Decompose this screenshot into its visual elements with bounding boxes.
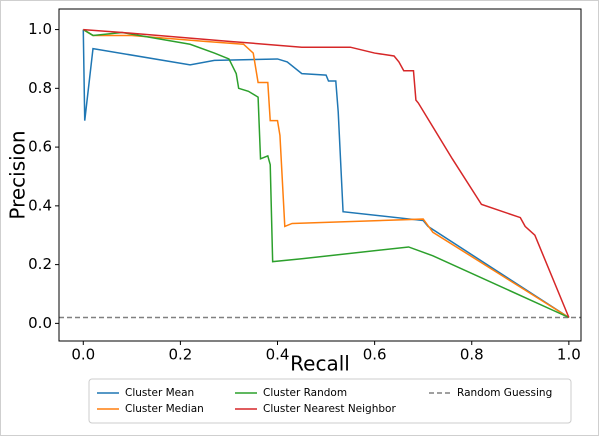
y-tick-label: 1.0 bbox=[28, 20, 52, 38]
y-tick-label: 0.2 bbox=[28, 255, 52, 273]
series-line bbox=[82, 28, 570, 319]
legend-box bbox=[88, 378, 572, 424]
legend-label: Cluster Nearest Neighbor bbox=[263, 403, 396, 415]
legend-label: Random Guessing bbox=[457, 387, 552, 399]
legend-label: Cluster Median bbox=[125, 403, 204, 415]
series-line bbox=[82, 28, 570, 319]
y-tick-label: 0.6 bbox=[28, 138, 52, 156]
y-axis-label: Precision bbox=[6, 130, 30, 219]
x-tick-label: 0.2 bbox=[168, 346, 192, 364]
x-tick-label: 0.0 bbox=[71, 346, 95, 364]
x-tick-label: 1.0 bbox=[557, 346, 581, 364]
legend-label: Cluster Random bbox=[263, 387, 347, 399]
y-tick-label: 0.8 bbox=[28, 79, 52, 97]
x-tick-label: 0.4 bbox=[266, 346, 290, 364]
series-line bbox=[82, 29, 570, 319]
y-tick-label: 0.0 bbox=[28, 314, 52, 332]
x-tick-label: 0.8 bbox=[460, 346, 484, 364]
x-tick-label: 0.6 bbox=[363, 346, 387, 364]
y-tick-label: 0.4 bbox=[28, 196, 52, 214]
plot-frame bbox=[58, 8, 582, 342]
series-line bbox=[83, 28, 570, 318]
legend-label: Cluster Mean bbox=[125, 387, 194, 399]
x-axis-label: Recall bbox=[290, 352, 350, 376]
